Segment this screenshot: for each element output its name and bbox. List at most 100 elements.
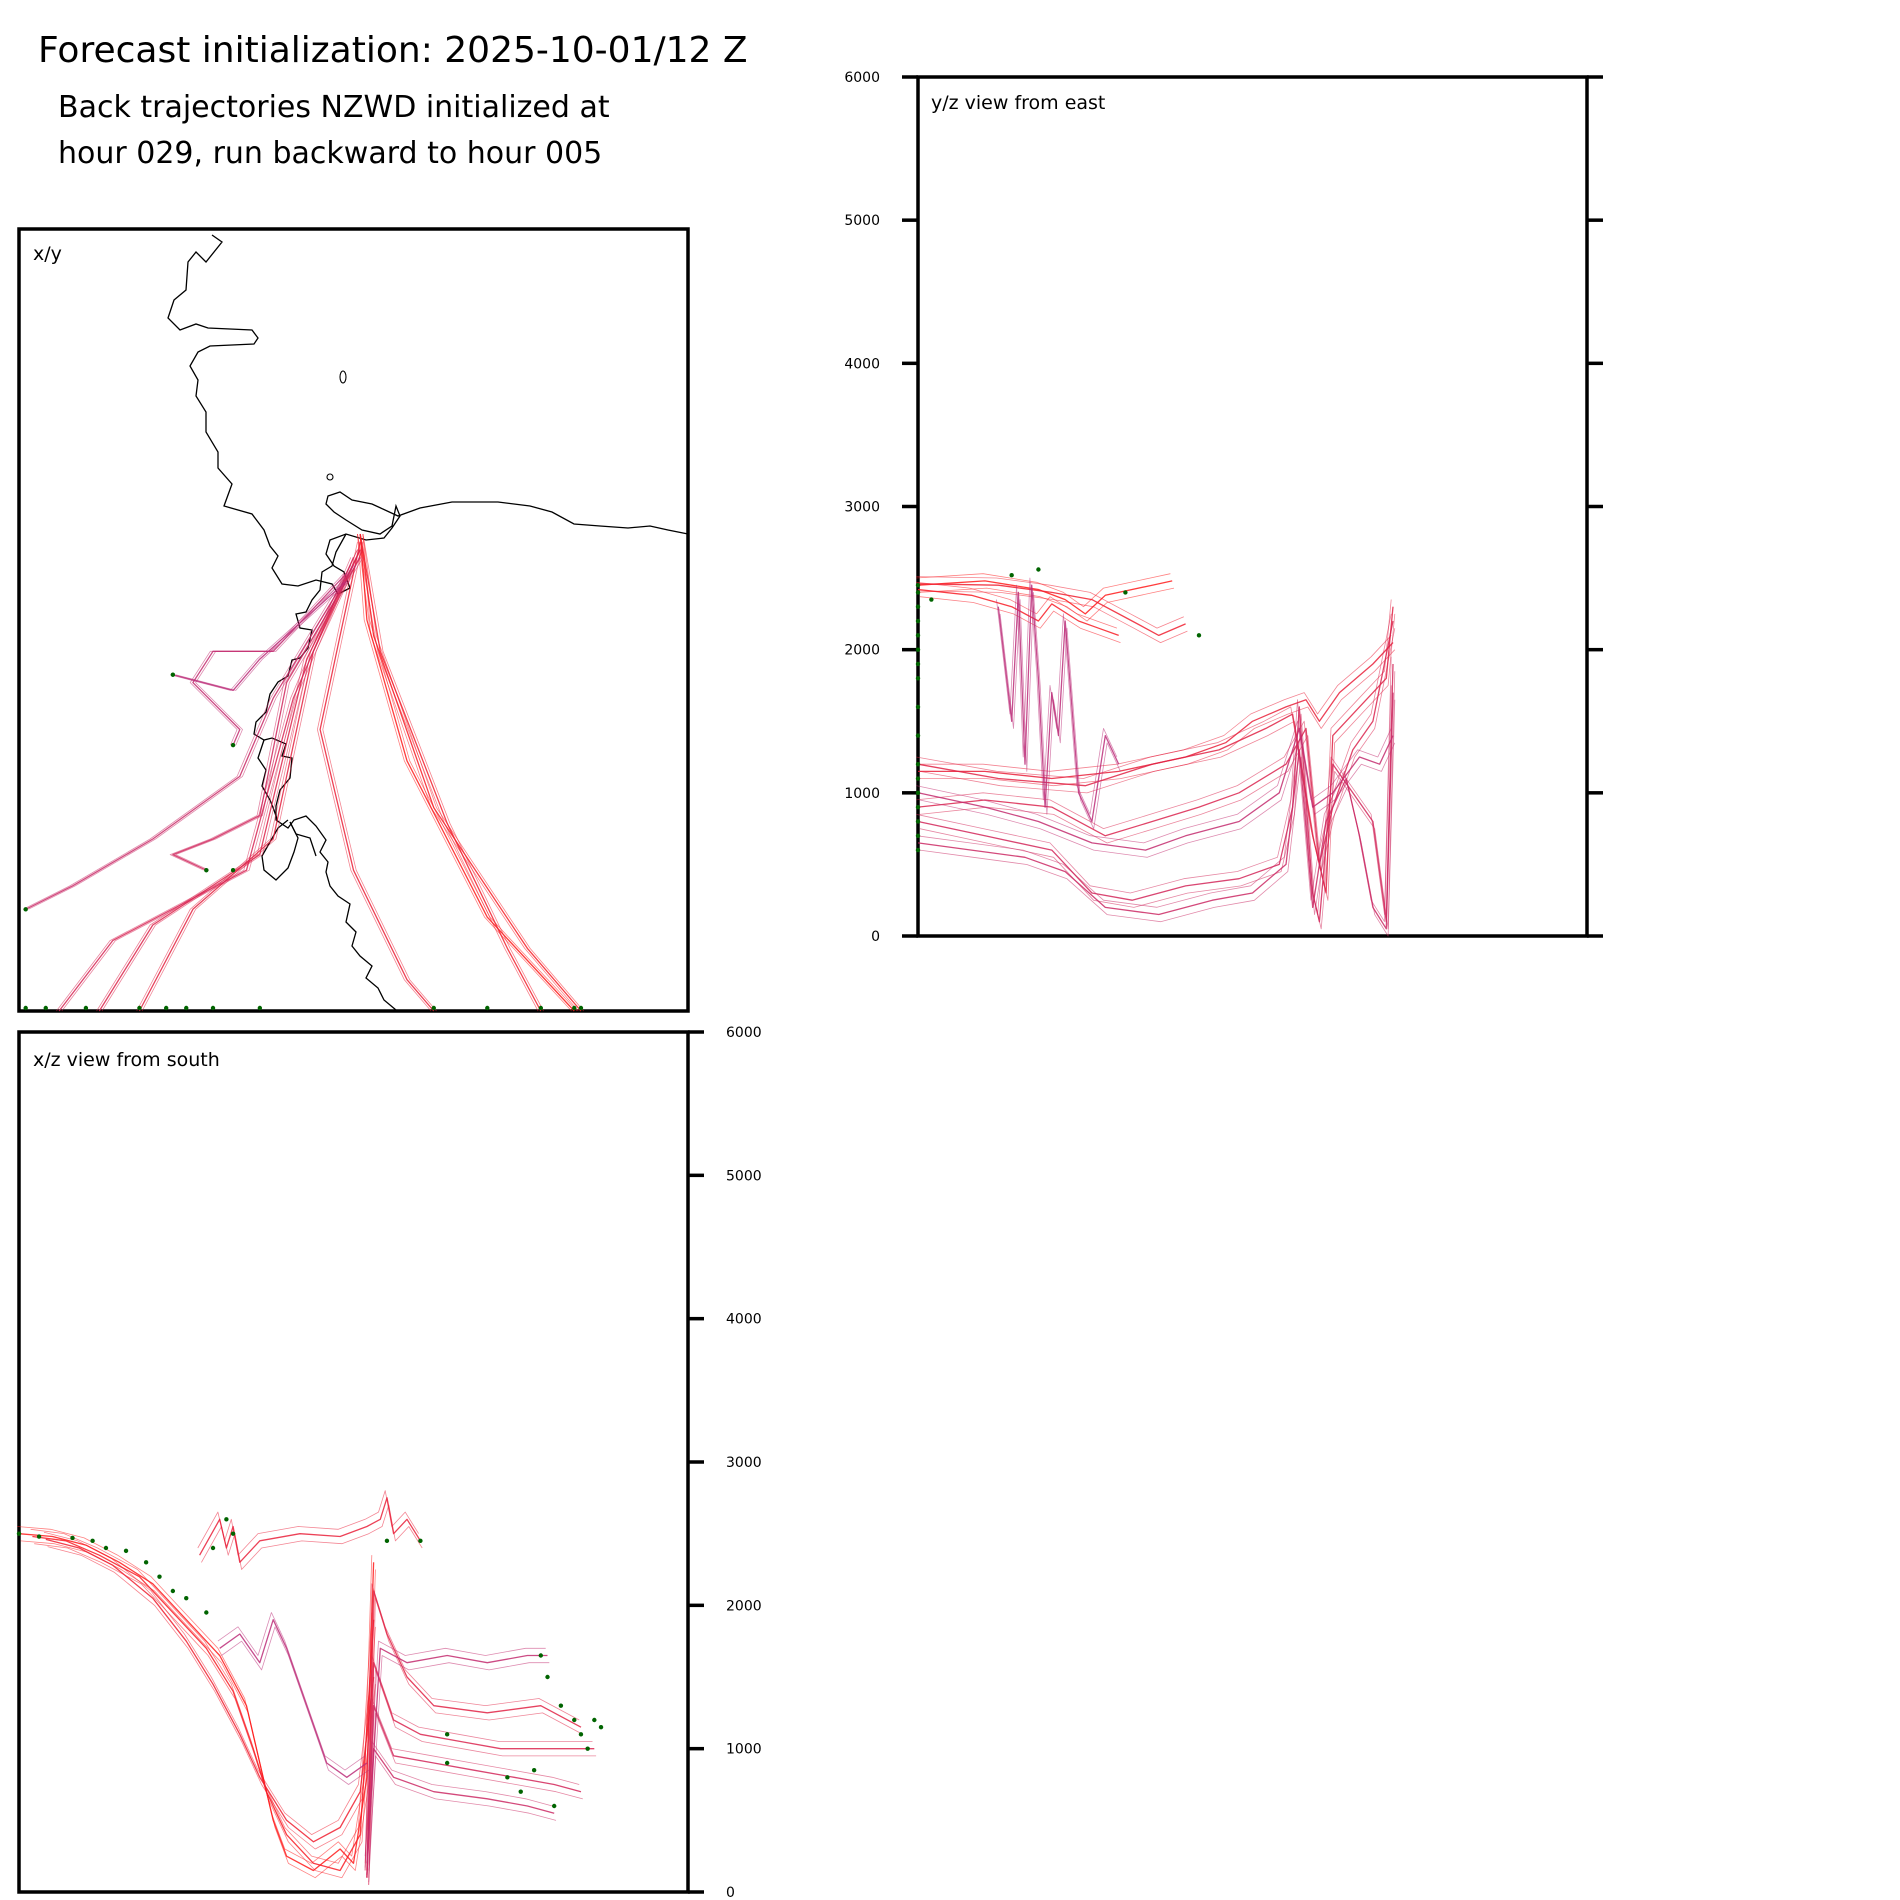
- xz-endpoint-marker: [572, 1717, 577, 1723]
- yz-endpoint-marker: [915, 804, 921, 810]
- xz-trajectory-line: [364, 1741, 553, 1868]
- xz-ticks-group: 0 1000 2000 3000 4000 5000 6000: [688, 1025, 762, 1900]
- map-series-group: [22, 533, 585, 1012]
- xz-trajectory-line: [368, 1597, 583, 1885]
- yz-trajectory-line: [916, 581, 1118, 629]
- yz-trajectory-line: [999, 592, 1121, 830]
- map-endpoint-marker: [184, 1005, 189, 1011]
- xz-panel-frame: [17, 1030, 690, 1894]
- xz-endpoint-marker: [70, 1535, 75, 1541]
- figure-subtitle-line2: hour 029, run backward to hour 005: [58, 136, 603, 171]
- map-endpoint-marker: [170, 672, 176, 677]
- yz-endpoint-marker: [915, 776, 921, 781]
- xz-trajectory-line: [217, 1612, 366, 1771]
- xz-endpoint-marker: [384, 1538, 390, 1544]
- yz-endpoint-marker: [1009, 573, 1014, 578]
- xz-endpoint-marker: [505, 1775, 510, 1780]
- xz-trajectory-line: [366, 1705, 582, 1878]
- map-trajectory-line: [61, 557, 357, 1012]
- map-trajectory-line: [136, 549, 358, 1012]
- yz-endpoint-marker: [1123, 590, 1128, 595]
- map-panel-frame: [17, 227, 690, 1013]
- yz-trajectory-line: [917, 692, 1394, 930]
- yz-endpoint-marker: [915, 790, 921, 796]
- xz-trajectory-line: [219, 1619, 368, 1778]
- xz-endpoint-marker: [598, 1724, 604, 1730]
- yz-trajectory-line: [917, 606, 1394, 894]
- xz-trajectory-line: [366, 1647, 548, 1864]
- yz-tick-label: 0: [871, 929, 880, 945]
- xz-endpoint-marker: [592, 1717, 597, 1723]
- xz-endpoint-marker: [224, 1517, 229, 1522]
- xz-tick-label: 1000: [726, 1742, 762, 1758]
- xz-trajectory-line: [32, 1535, 375, 1872]
- xz-tick-label: 3000: [726, 1455, 762, 1471]
- yz-trajectory-line: [916, 573, 1171, 608]
- yz-tick-label: 1000: [844, 786, 880, 802]
- yz-endpoint-marker: [915, 833, 921, 838]
- xz-tick-label: 6000: [726, 1025, 762, 1041]
- yz-trajectory-line: [917, 727, 1394, 851]
- xz-trajectory-line: [368, 1655, 550, 1871]
- yz-endpoint-marker: [915, 847, 921, 853]
- xz-endpoint-marker: [184, 1595, 189, 1601]
- yz-trajectory-line: [916, 599, 1392, 887]
- yz-trajectory-line: [918, 642, 1394, 780]
- yz-trajectory-line: [919, 628, 1396, 872]
- map-endpoint-marker: [230, 868, 236, 873]
- map-endpoint-marker: [204, 868, 209, 873]
- xz-endpoint-marker: [552, 1803, 557, 1809]
- map-endpoint-marker: [163, 1005, 169, 1011]
- figure-title: Forecast initialization: 2025-10-01/12 Z: [38, 30, 748, 71]
- xz-trajectory-line: [30, 1528, 373, 1864]
- xz-trajectory-line: [45, 1538, 375, 1843]
- map-trajectory-line: [28, 565, 357, 910]
- yz-tick-label: 2000: [844, 643, 880, 659]
- yz-trajectory-line: [916, 720, 1392, 844]
- yz-trajectory-line: [917, 620, 1394, 866]
- map-endpoint-marker: [210, 1005, 216, 1011]
- xz-trajectory-line: [364, 1640, 546, 1857]
- map-endpoint-marker: [431, 1005, 436, 1011]
- xz-endpoint-marker: [204, 1610, 209, 1615]
- map-trajectory-line: [25, 564, 355, 910]
- map-trajectory-line: [172, 580, 348, 692]
- map-trajectory-line: [141, 549, 364, 1012]
- xz-endpoint-marker: [210, 1545, 216, 1551]
- yz-trajectory-line: [917, 583, 1186, 637]
- xz-endpoint-marker: [578, 1732, 584, 1737]
- map-trajectory-line: [357, 533, 572, 1012]
- map-endpoints-group: [23, 672, 584, 1011]
- xz-trajectory-line: [364, 1698, 580, 1871]
- yz-trajectory-line: [917, 588, 1119, 637]
- island-outline: [326, 473, 334, 481]
- xz-trajectory-line: [43, 1531, 373, 1835]
- map-endpoint-marker: [572, 1005, 577, 1011]
- yz-endpoint-marker: [915, 618, 921, 624]
- map-endpoint-marker: [23, 907, 28, 912]
- map-endpoint-marker: [578, 1005, 584, 1011]
- yz-endpoint-marker: [915, 676, 921, 681]
- map-panel: x/y: [17, 227, 690, 1013]
- yz-endpoint-marker: [1196, 633, 1202, 638]
- map-endpoint-marker: [137, 1005, 142, 1011]
- xz-endpoint-marker: [36, 1534, 42, 1539]
- yz-endpoint-marker: [915, 661, 921, 667]
- xz-tick-label: 0: [726, 1885, 735, 1900]
- map-trajectory-line: [138, 549, 361, 1012]
- map-trajectory-line: [359, 533, 542, 1012]
- yz-trajectory-line: [916, 635, 1392, 772]
- yz-tick-label: 6000: [844, 70, 880, 86]
- xz-tick-label: 5000: [726, 1168, 762, 1184]
- xz-endpoint-marker: [558, 1703, 564, 1708]
- yz-trajectory-line: [997, 584, 1120, 823]
- xz-trajectory-line: [368, 1712, 583, 1885]
- yz-trajectory-line: [916, 576, 1184, 629]
- yz-endpoint-marker: [915, 633, 921, 638]
- xz-trajectory-line: [364, 1655, 593, 1864]
- yz-endpoint-marker: [1036, 567, 1041, 572]
- map-endpoint-marker: [230, 742, 236, 748]
- map-trajectory-line: [357, 533, 539, 1012]
- map-trajectory-line: [175, 557, 364, 871]
